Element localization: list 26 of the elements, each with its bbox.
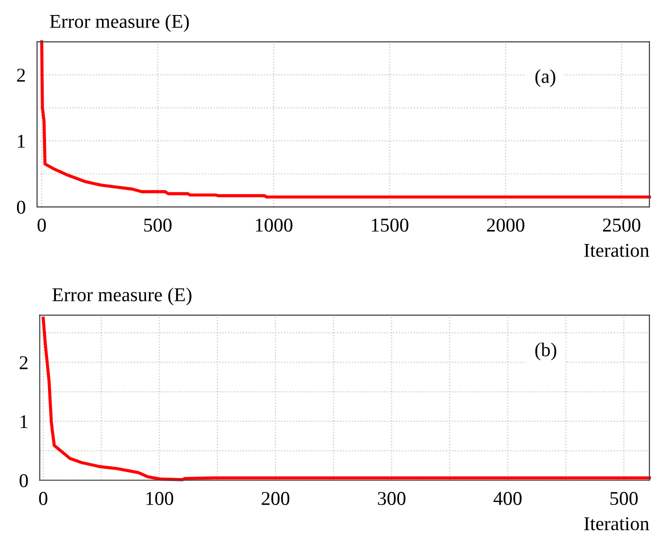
x-tick-label: 0 xyxy=(39,492,48,506)
annotation: (a) xyxy=(535,69,556,87)
y-tick-label: 1 xyxy=(20,415,28,428)
y-tick-label: 2 xyxy=(17,68,25,82)
x-tick-label: 0 xyxy=(38,218,46,232)
annotation: (b) xyxy=(535,342,556,360)
x-tick-label: 200 xyxy=(262,492,290,506)
x-tick-label: 2000 xyxy=(487,218,524,232)
line-series xyxy=(40,40,651,199)
x-tick-label: 500 xyxy=(144,218,172,232)
y-tick-label: 0 xyxy=(16,200,26,214)
x-tick-label: 300 xyxy=(378,492,406,506)
x-axis-title: Iteration xyxy=(584,244,650,257)
y-tick-label: 1 xyxy=(18,134,25,148)
x-tick-label: 100 xyxy=(146,492,174,506)
line-series xyxy=(42,316,651,482)
y-axis-title: Error measure (E) xyxy=(50,14,189,32)
x-tick-label: 2500 xyxy=(602,218,640,232)
y-tick-label: 2 xyxy=(20,356,28,370)
y-tick-label: 0 xyxy=(20,474,28,488)
x-tick-label: 1000 xyxy=(256,218,292,232)
x-axis-title: Iteration xyxy=(584,517,650,530)
y-axis-title: Error measure (E) xyxy=(52,288,192,306)
x-tick-label: 500 xyxy=(610,492,638,506)
x-tick-label: 1500 xyxy=(372,218,408,232)
x-tick-label: 400 xyxy=(494,492,522,506)
